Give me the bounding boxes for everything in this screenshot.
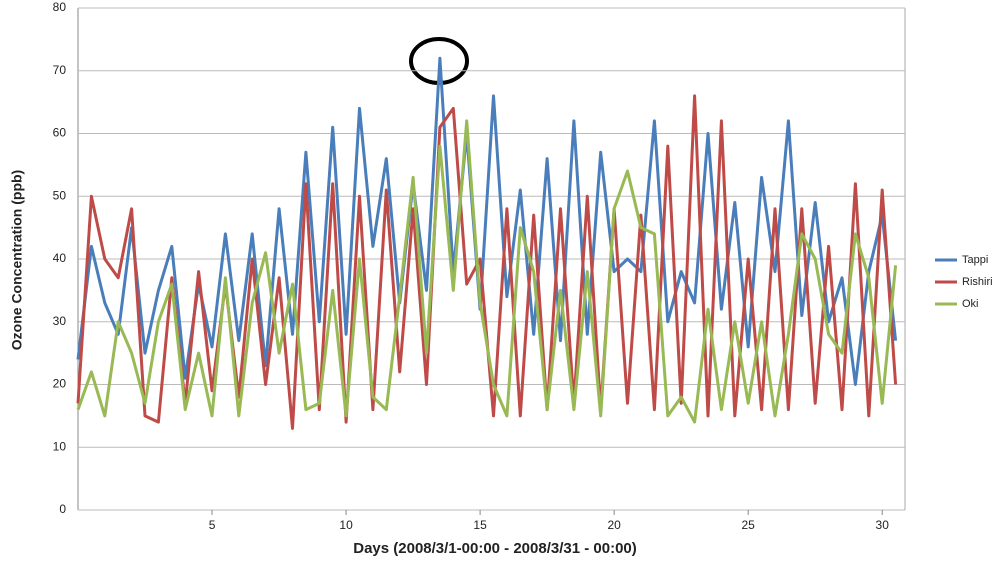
legend-label: Tappi	[962, 254, 988, 266]
y-tick-label: 60	[53, 126, 67, 140]
x-tick-label: 15	[473, 518, 487, 532]
series-line	[76, 119, 898, 424]
y-tick-label: 0	[59, 502, 66, 516]
y-axis-title: Ozone Concentration (ppb)	[9, 170, 25, 350]
series-line	[76, 56, 898, 386]
y-tick-label: 50	[53, 188, 67, 202]
x-tick-label: 5	[209, 518, 216, 532]
legend-label: Rishiri	[962, 276, 993, 288]
x-tick-label: 20	[607, 518, 621, 532]
x-tick-label: 30	[876, 518, 890, 532]
x-axis-title: Days (2008/3/1-00:00 - 2008/3/31 - 00:00…	[353, 540, 637, 557]
legend-label: Oki	[962, 298, 979, 310]
y-tick-label: 20	[53, 377, 67, 391]
y-tick-label: 80	[53, 0, 67, 14]
x-tick-label: 10	[339, 518, 353, 532]
y-tick-label: 40	[53, 251, 67, 265]
y-tick-label: 70	[53, 63, 67, 77]
y-tick-label: 30	[53, 314, 67, 328]
x-tick-label: 25	[741, 518, 755, 532]
y-tick-label: 10	[53, 439, 67, 453]
